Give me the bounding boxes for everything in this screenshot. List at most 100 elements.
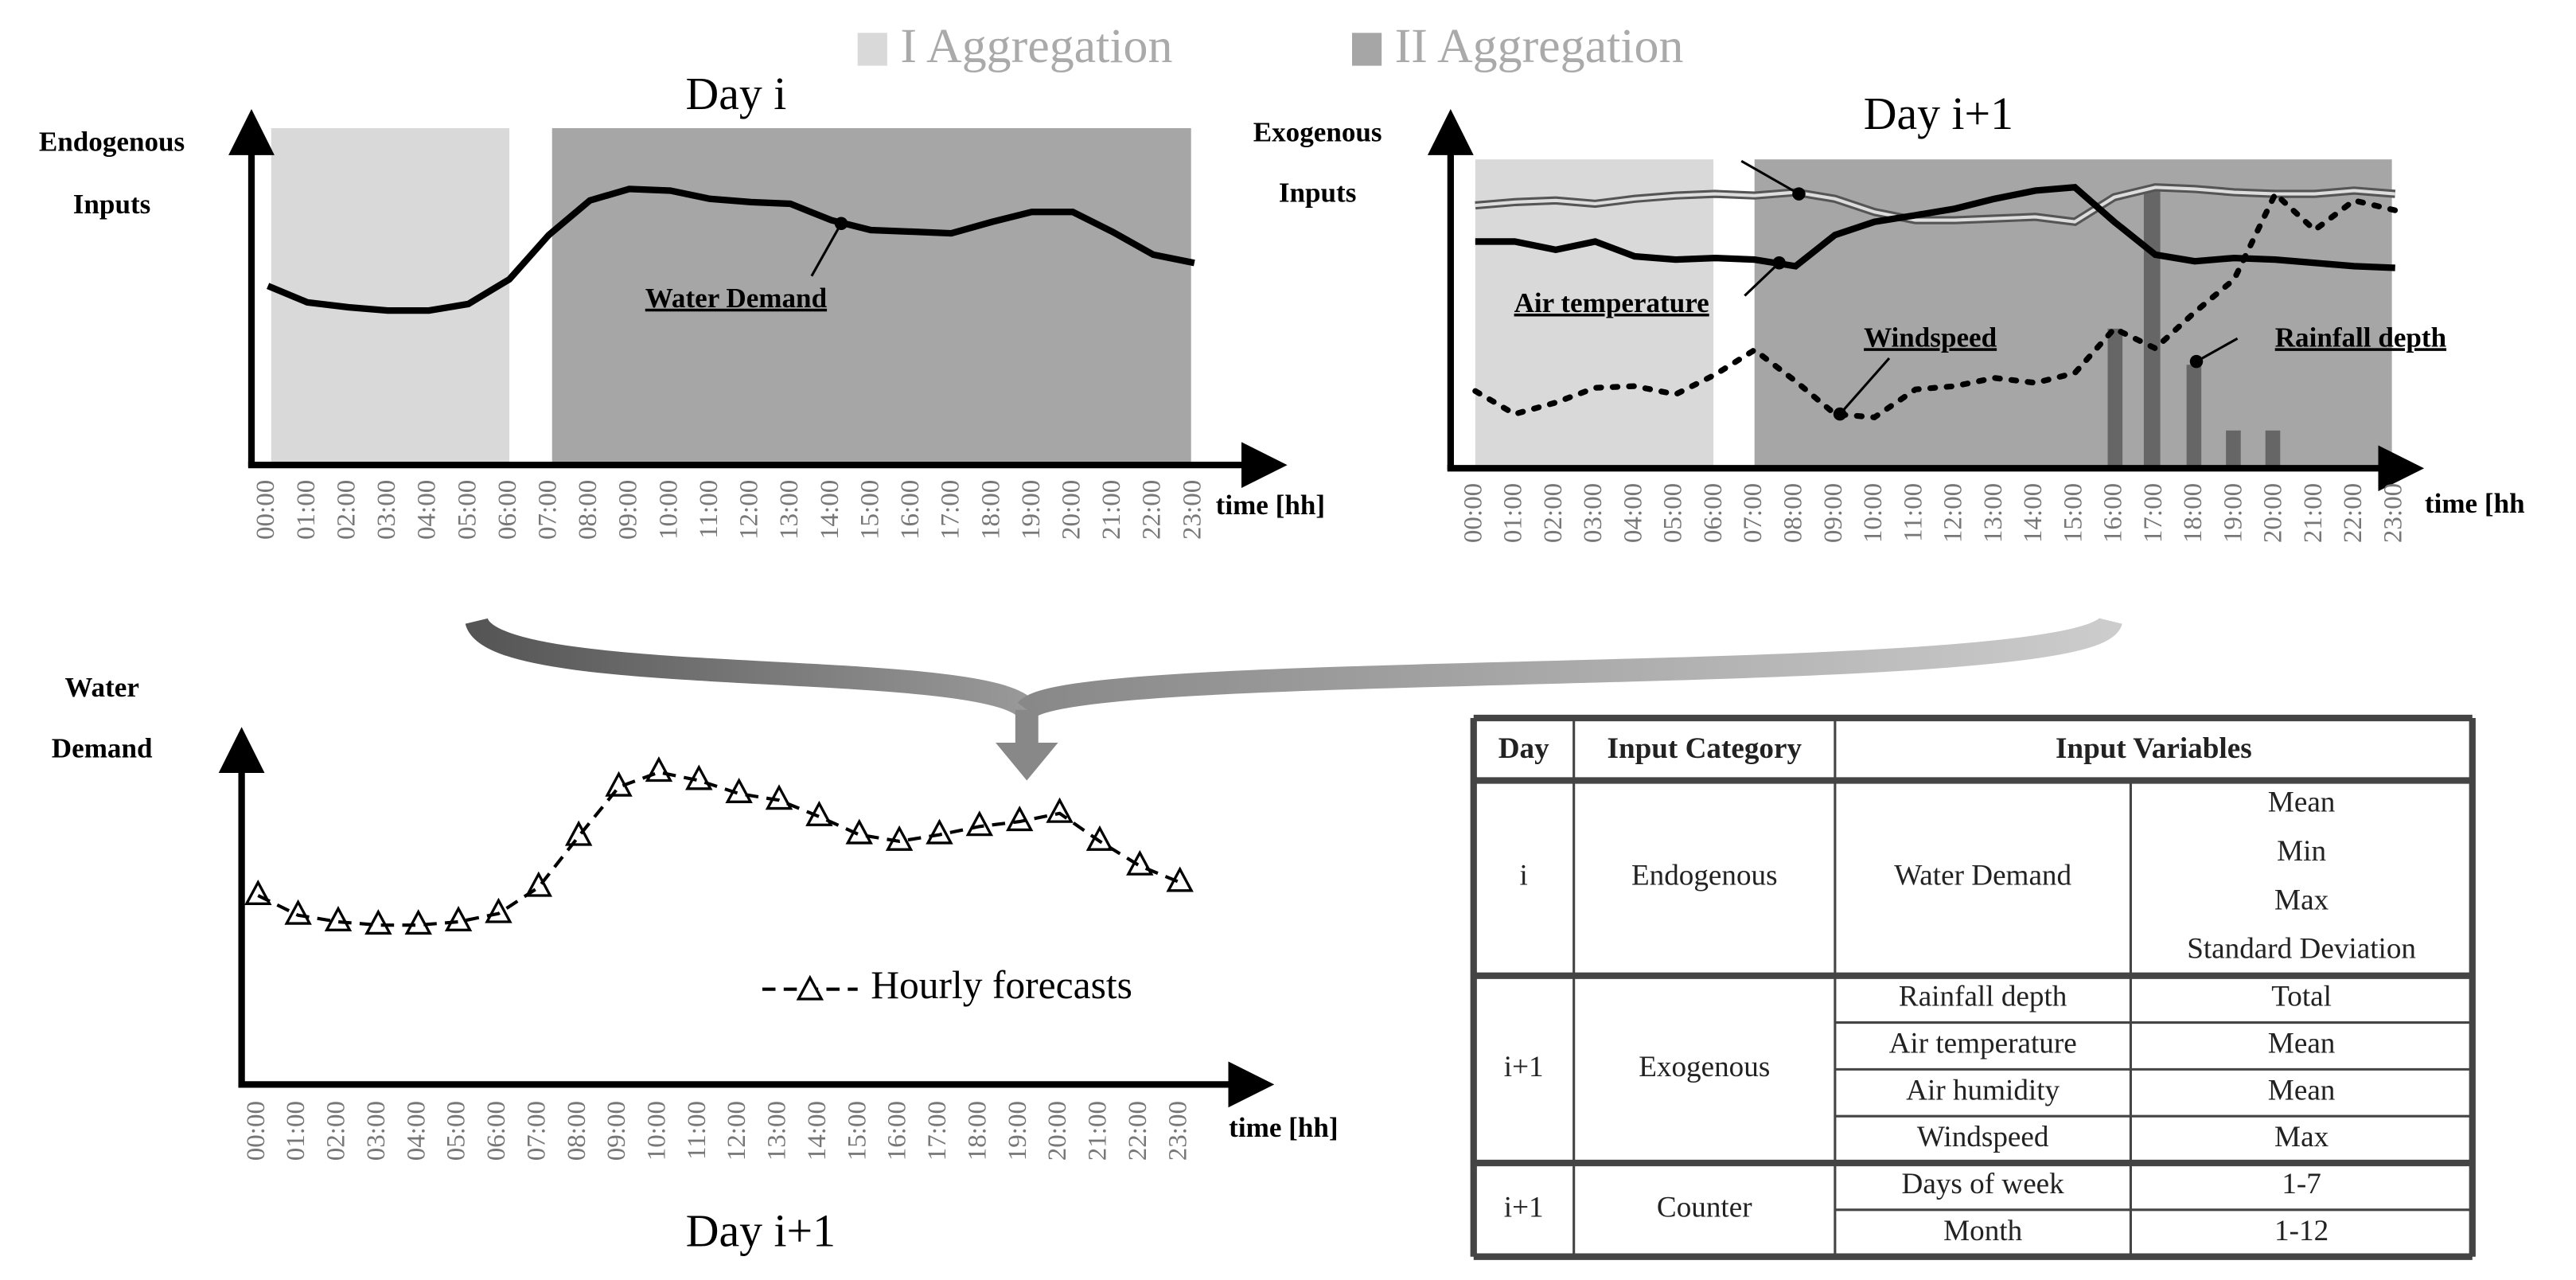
hour-label: 22:00: [1124, 1101, 1152, 1161]
hour-label: 05:00: [1659, 483, 1688, 543]
forecast-marker: [284, 899, 312, 925]
hour-label: 19:00: [1017, 480, 1046, 540]
hour-label: 23:00: [1178, 480, 1206, 540]
hour-label: 12:00: [723, 1101, 751, 1161]
table-cell: Air humidity: [1906, 1074, 2060, 1106]
panel-title: Day i: [686, 68, 787, 119]
hour-label: 09:00: [602, 1101, 631, 1161]
hour-label: 20:00: [1057, 480, 1085, 540]
legend-swatch: [857, 33, 887, 66]
table-header: Input Variables: [2056, 732, 2252, 765]
hour-label: 10:00: [642, 1101, 671, 1161]
x-label: time [hh: [2425, 488, 2525, 519]
table-cell: Max: [2274, 1121, 2329, 1153]
table-cell: Min: [2277, 835, 2326, 868]
table-cell: Max: [2274, 884, 2329, 916]
hour-label: 14:00: [803, 1101, 832, 1161]
leader-dot: [2189, 354, 2204, 369]
x-label: time [hh]: [1216, 490, 1325, 521]
table-cell: i+1: [1504, 1051, 1544, 1083]
leader: [1838, 357, 1891, 416]
hour-label: 22:00: [2339, 483, 2368, 543]
hour-label: 23:00: [2379, 483, 2407, 543]
hour-label: 07:00: [534, 480, 563, 540]
legend-swatch: [1352, 33, 1382, 66]
hour-label: 15:00: [855, 480, 884, 540]
annotation: Rainfall depth: [2275, 322, 2446, 353]
table-cell: i+1: [1504, 1191, 1544, 1223]
hour-label: 05:00: [453, 480, 481, 540]
annotation: Water Demand: [645, 283, 828, 314]
table-header: Input Category: [1608, 732, 1802, 765]
table-cell: i: [1520, 860, 1528, 892]
merge-arrow: [1018, 615, 2122, 720]
hour-label: 09:00: [614, 480, 643, 540]
forecast-marker: [364, 909, 392, 935]
hour-label: 17:00: [937, 480, 965, 540]
hour-label: 18:00: [963, 1101, 992, 1161]
forecast-markers: [244, 756, 1194, 935]
hour-label: 21:00: [1084, 1101, 1113, 1161]
leader: [1740, 159, 1800, 195]
panel-title: Day i+1: [686, 1206, 836, 1257]
hour-label: 13:00: [763, 1101, 792, 1161]
hour-label: 09:00: [1819, 483, 1848, 543]
y-label: Inputs: [73, 189, 151, 220]
hour-label: 20:00: [1043, 1101, 1072, 1161]
hour-label: 00:00: [251, 480, 280, 540]
forecast-marker: [444, 906, 473, 931]
table-cell: Windspeed: [1917, 1121, 2049, 1153]
down-arrow: [996, 709, 1058, 781]
table-cell: Counter: [1657, 1191, 1752, 1223]
hour-label: 02:00: [1539, 483, 1568, 543]
table-cell: Mean: [2268, 1027, 2336, 1060]
hour-label: 02:00: [322, 1101, 351, 1161]
hour-label: 18:00: [2179, 483, 2208, 543]
hour-label: 16:00: [883, 1101, 912, 1161]
table-cell: Month: [1943, 1215, 2022, 1247]
hour-label: 22:00: [1138, 480, 1167, 540]
leader: [2196, 337, 2239, 363]
leader: [810, 222, 843, 277]
table-cell: Days of week: [1902, 1168, 2065, 1200]
table: Day Input Category Input Variables i Endogen…: [1470, 714, 2476, 1260]
hour-label: 14:00: [2019, 483, 2048, 543]
forecast-marker: [564, 820, 593, 846]
hour-label: 17:00: [2139, 483, 2168, 543]
humidity-curve-inner: [1475, 185, 2395, 224]
forecast-marker: [965, 810, 994, 837]
annotation: Air temperature: [1514, 287, 1709, 318]
hour-label: 11:00: [683, 1101, 711, 1160]
hour-label: 17:00: [923, 1101, 952, 1161]
table-cell: Water Demand: [1894, 860, 2071, 892]
hour-label: 12:00: [735, 480, 764, 540]
hour-label: 08:00: [574, 480, 602, 540]
hour-label: 05:00: [442, 1101, 471, 1161]
forecast-marker: [926, 818, 953, 845]
hour-label: 13:00: [775, 480, 804, 540]
table-cell: Total: [2271, 981, 2332, 1013]
y-label: Inputs: [1279, 178, 1357, 209]
table-cell: Mean: [2268, 786, 2336, 819]
y-label: Water: [64, 672, 139, 703]
table-cell: Exogenous: [1639, 1051, 1770, 1083]
hour-label: 20:00: [2259, 483, 2288, 543]
table-cell: 1-7: [2282, 1168, 2321, 1200]
y-label: Endogenous: [39, 127, 185, 158]
hour-label: 12:00: [1939, 483, 1968, 543]
legend-marker: [796, 974, 824, 1001]
y-label: Exogenous: [1253, 116, 1382, 147]
hour-label: 02:00: [332, 480, 360, 540]
forecast-marker: [485, 897, 512, 923]
legend-label: Hourly forecasts: [871, 963, 1132, 1007]
aggregation-1: [271, 128, 510, 466]
legend-label: II Aggregation: [1395, 19, 1684, 73]
table-cell: Endogenous: [1631, 860, 1778, 892]
hour-label: 03:00: [1579, 483, 1608, 543]
hour-label: 07:00: [522, 1101, 551, 1161]
forecast-marker: [1005, 806, 1034, 832]
table-cell: Rainfall depth: [1899, 981, 2067, 1013]
hour-label: 07:00: [1739, 483, 1767, 543]
hour-label: 01:00: [292, 480, 321, 540]
